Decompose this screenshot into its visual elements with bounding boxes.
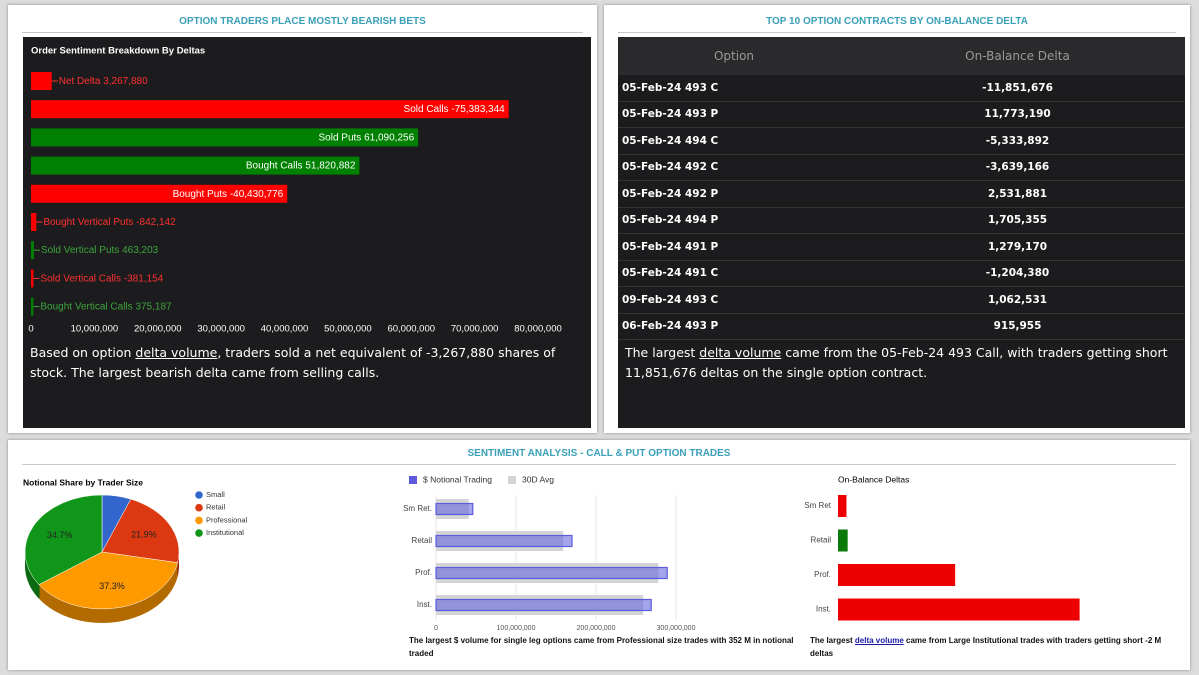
table-cell: -3,639,166	[850, 154, 1185, 181]
link[interactable]: delta volume	[699, 345, 782, 360]
table-row: 05-Feb-24 493 C -11,851,676	[618, 75, 1185, 102]
table-cell: 11,773,190	[850, 101, 1185, 128]
table-row: 05-Feb-24 494 P 1,705,355	[618, 207, 1185, 234]
summary: Based on option delta volume, traders so…	[30, 343, 585, 383]
table-row: 05-Feb-24 491 C -1,204,380	[618, 260, 1185, 287]
caption: The largest delta volume came from Large…	[810, 634, 1182, 660]
column-header: Option	[618, 37, 850, 75]
table-row: 05-Feb-24 491 P 1,279,170	[618, 233, 1185, 261]
table-cell: -5,333,892	[850, 127, 1185, 155]
table-cell: 1,705,355	[850, 207, 1185, 234]
table-row: 09-Feb-24 493 C 1,062,531	[618, 286, 1185, 314]
table-cell: 915,955	[850, 313, 1185, 340]
table-body: 05-Feb-24 493 C -11,851,676 05-Feb-24 493 …	[618, 75, 1185, 340]
table-cell: -1,204,380	[850, 260, 1185, 287]
text: The largest $ volume for single leg opti…	[409, 636, 794, 658]
text: Based on option	[30, 345, 136, 360]
header-row: Option On-Balance Delta	[618, 37, 1185, 75]
link[interactable]: delta volume	[135, 345, 218, 360]
table-row: 05-Feb-24 492 P 2,531,881	[618, 180, 1185, 208]
column-header: On-Balance Delta	[850, 37, 1185, 75]
table-row: 05-Feb-24 493 P 11,773,190	[618, 101, 1185, 128]
text: came from the 05-Feb-24 493 Call, with t…	[625, 345, 1168, 380]
table-cell: 05-Feb-24 493 P	[618, 101, 850, 128]
text: , traders sold a net equivalent of -3,26…	[30, 345, 556, 380]
table-cell: 05-Feb-24 494 P	[618, 207, 850, 234]
text: The largest	[625, 345, 700, 360]
table: Option On-Balance Delta 05-Feb-24 493 C -1…	[618, 37, 1185, 340]
table-cell: -11,851,676	[850, 75, 1185, 102]
text: The largest	[810, 636, 855, 645]
summary: The largest delta volume came from the 0…	[625, 343, 1175, 383]
table-cell: 1,279,170	[850, 233, 1185, 261]
table-cell: 05-Feb-24 491 P	[618, 233, 850, 261]
panel: SENTIMENT ANALYSIS - CALL & PUT OPTION T…	[8, 440, 1190, 670]
table-row: 05-Feb-24 494 C -5,333,892	[618, 127, 1185, 155]
panel-title: OPTION TRADERS PLACE MOSTLY BEARISH BETS	[22, 12, 583, 33]
table-cell: 1,062,531	[850, 286, 1185, 314]
caption: The largest $ volume for single leg opti…	[409, 634, 794, 660]
text: came from Large Institutional trades wit…	[810, 636, 1162, 658]
table-cell: 05-Feb-24 492 C	[618, 154, 850, 181]
table-cell: 06-Feb-24 493 P	[618, 313, 850, 340]
table-cell: 09-Feb-24 493 C	[618, 286, 850, 314]
table-cell: 2,531,881	[850, 180, 1185, 208]
table-cell: 05-Feb-24 492 P	[618, 180, 850, 208]
table-row: 06-Feb-24 493 P 915,955	[618, 313, 1185, 340]
link[interactable]: delta volume	[854, 636, 904, 645]
panel-title: SENTIMENT ANALYSIS - CALL & PUT OPTION T…	[22, 444, 1176, 465]
table-cell: 05-Feb-24 491 C	[618, 260, 850, 287]
table-cell: 05-Feb-24 494 C	[618, 127, 850, 155]
table-cell: 05-Feb-24 493 C	[618, 75, 850, 102]
table-row: 05-Feb-24 492 C -3,639,166	[618, 154, 1185, 181]
panel-title: TOP 10 OPTION CONTRACTS BY ON-BALANCE DE…	[618, 12, 1176, 33]
